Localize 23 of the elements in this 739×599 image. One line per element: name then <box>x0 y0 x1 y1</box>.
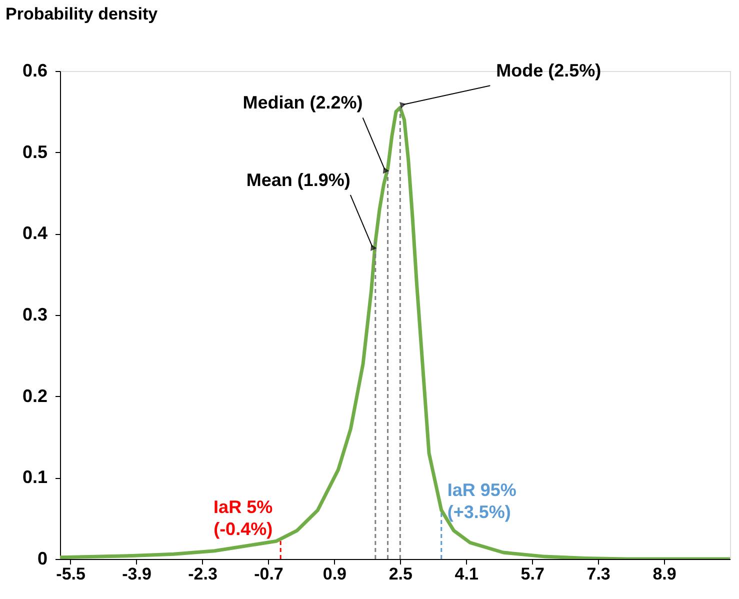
ref-line-label: IaR 5% (-0.4%) <box>214 496 273 539</box>
x-tick-label: -5.5 <box>56 564 86 584</box>
y-tick-label: 0.5 <box>22 142 48 162</box>
x-tick-label: 0.9 <box>322 564 347 584</box>
annotation: Mode (2.5%) <box>496 60 602 81</box>
x-tick-label: -3.9 <box>122 564 152 584</box>
x-tick-label: -2.3 <box>188 564 218 584</box>
y-tick-label: 0.6 <box>22 60 48 80</box>
x-tick-label: 2.5 <box>388 564 412 584</box>
annotation: Median (2.2%) <box>242 92 363 113</box>
ref-line-label: IaR 95% (+3.5%) <box>447 480 516 522</box>
y-tick-label: 0 <box>37 548 48 568</box>
x-tick-label: 5.7 <box>520 564 544 584</box>
x-tick-label: 7.3 <box>586 564 610 584</box>
x-tick-label: -0.7 <box>254 564 284 584</box>
annotation: Mean (1.9%) <box>246 170 350 190</box>
x-tick-label: 8.9 <box>652 564 676 584</box>
y-axis-title: Probability density <box>6 4 158 24</box>
y-tick-label: 0.1 <box>22 467 48 488</box>
x-tick-label: 4.1 <box>454 564 478 584</box>
y-tick-label: 0.3 <box>22 304 48 324</box>
y-tick-label: 0.4 <box>22 223 48 244</box>
y-tick-label: 0.2 <box>22 386 48 406</box>
